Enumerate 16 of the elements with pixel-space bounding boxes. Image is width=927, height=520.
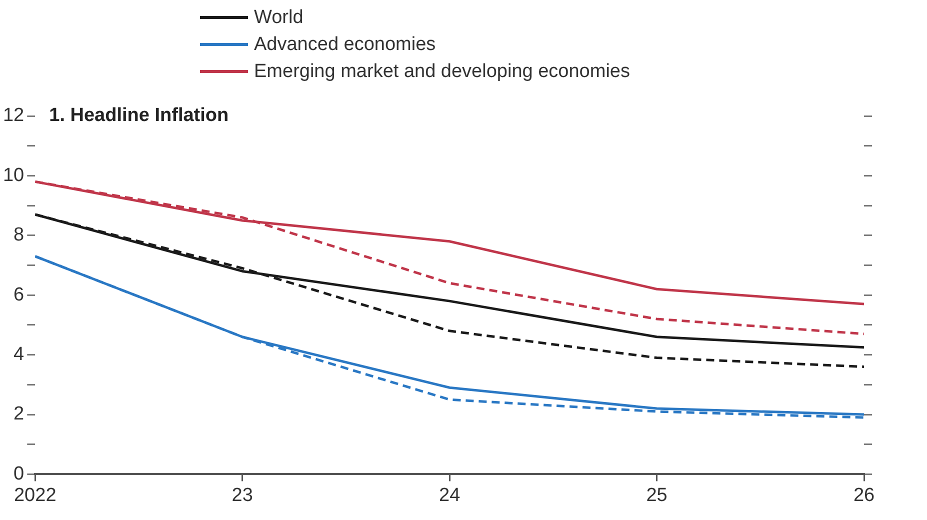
y-tick-label: 6 [14, 284, 24, 306]
legend-label: World [254, 6, 304, 30]
y-tick-label: 0 [14, 463, 24, 484]
y-tick-label: 8 [14, 224, 24, 246]
legend-label: Advanced economies [254, 33, 436, 57]
y-tick-label: 2 [14, 404, 24, 425]
y-tick-label: 10 [2, 164, 24, 186]
x-tick-label: 25 [646, 484, 668, 506]
y-tick-label: 4 [14, 344, 25, 366]
y-tick-label: 12 [2, 105, 24, 126]
x-tick-label: 2022 [14, 484, 56, 506]
chart-title: 1. Headline Inflation [49, 105, 229, 126]
x-tick-label: 24 [438, 484, 461, 506]
x-tick-label: 26 [853, 484, 875, 506]
x-tick-label: 23 [232, 484, 253, 506]
legend-label: Emerging market and developing economies [254, 60, 630, 84]
